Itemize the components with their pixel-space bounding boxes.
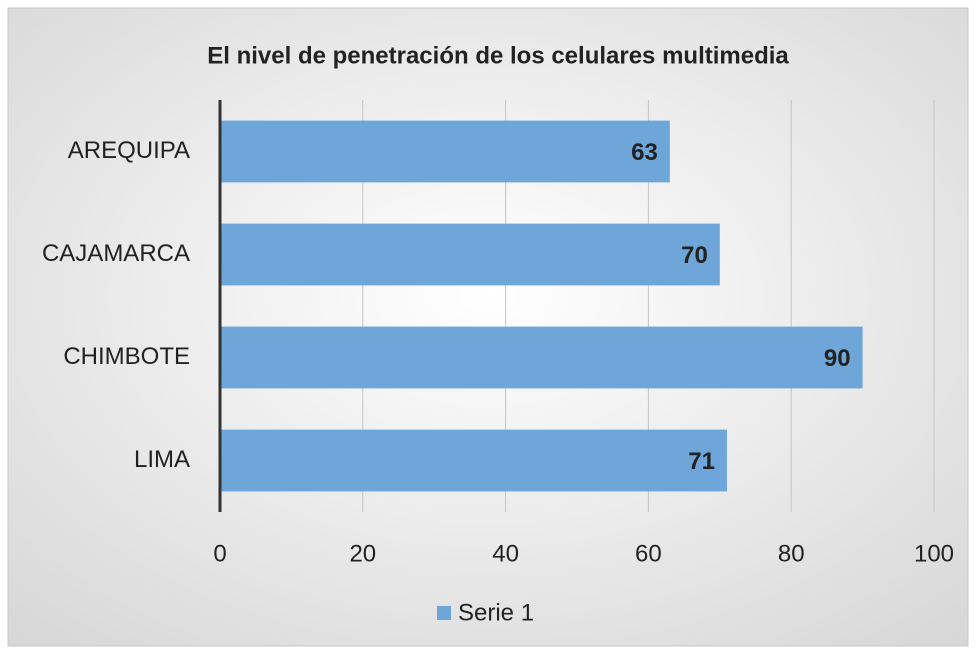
bar (220, 223, 720, 286)
y-tick-label: LIMA (134, 446, 190, 473)
bar (220, 120, 670, 183)
legend-label: Serie 1 (458, 599, 534, 626)
x-tick-label: 0 (213, 540, 226, 567)
chart-title: El nivel de penetración de los celulares… (207, 42, 789, 69)
x-tick-label: 20 (349, 540, 376, 567)
bar (220, 326, 863, 389)
data-label: 90 (824, 345, 851, 372)
data-label: 70 (681, 242, 708, 269)
y-tick-label: CHIMBOTE (63, 343, 190, 370)
x-tick-label: 100 (914, 540, 954, 567)
y-tick-label: CAJAMARCA (42, 240, 190, 267)
x-tick-label: 60 (635, 540, 662, 567)
x-tick-label: 80 (778, 540, 805, 567)
data-label: 71 (688, 448, 715, 475)
legend-swatch (437, 606, 451, 620)
data-label: 63 (631, 139, 658, 166)
y-tick-label: AREQUIPA (68, 137, 190, 164)
x-tick-label: 40 (492, 540, 519, 567)
bar (220, 429, 727, 492)
